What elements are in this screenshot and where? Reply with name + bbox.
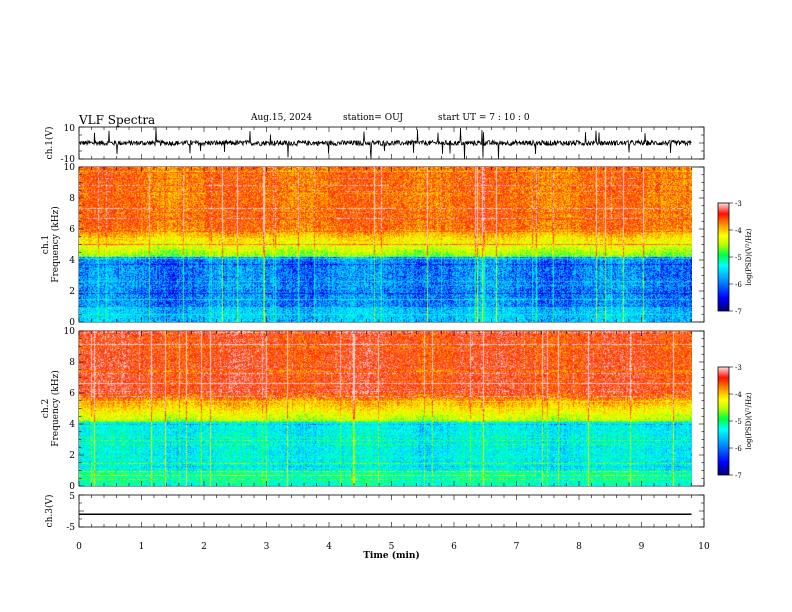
x-tick-label: 5 bbox=[389, 542, 395, 552]
colorbar-label: log(PSD)(V²/Hz) bbox=[745, 228, 753, 285]
x-tick-label: 2 bbox=[201, 542, 207, 552]
y-tick-label: 6 bbox=[69, 225, 75, 235]
ch3-ytick-bottom: -5 bbox=[66, 523, 75, 533]
y-tick-label: 8 bbox=[69, 194, 75, 204]
ch1-ytick-top: 10 bbox=[64, 124, 76, 134]
colorbar-label: log(PSD)(V²/Hz) bbox=[745, 392, 753, 449]
ch1-colorbar bbox=[717, 202, 730, 312]
x-tick-label: 9 bbox=[639, 542, 645, 552]
colorbar-tick-label: -7 bbox=[735, 308, 742, 316]
ch2-colorbar bbox=[717, 366, 730, 476]
colorbar-tick-label: -7 bbox=[735, 472, 742, 480]
y-tick-label: 0 bbox=[69, 482, 75, 492]
ch3-ylabel: ch.3(V) bbox=[44, 495, 55, 528]
colorbar-tick-label: -3 bbox=[735, 200, 742, 208]
colorbar-tick-label: -6 bbox=[735, 281, 742, 289]
y-tick-label: 10 bbox=[64, 163, 76, 173]
y-tick-label: 2 bbox=[69, 287, 75, 297]
colorbar-tick-label: -5 bbox=[735, 254, 742, 262]
y-tick-label: 10 bbox=[64, 327, 76, 337]
y-tick-label: 8 bbox=[69, 358, 75, 368]
x-tick-label: 7 bbox=[514, 542, 520, 552]
x-tick-label: 6 bbox=[451, 542, 457, 552]
y-tick-label: 2 bbox=[69, 451, 75, 461]
ch1-ylabel-frequency: Frequency (kHz) bbox=[50, 206, 61, 283]
y-tick-label: 4 bbox=[69, 420, 75, 430]
y-tick-label: 0 bbox=[69, 318, 75, 328]
colorbar-tick-label: -4 bbox=[735, 391, 742, 399]
ch2-spectrogram-image bbox=[79, 331, 692, 486]
x-axis-label: Time (min) bbox=[363, 550, 420, 561]
ch1-waveform-line bbox=[78, 127, 692, 159]
x-tick-label: 4 bbox=[326, 542, 332, 552]
ch1-spectrogram-image bbox=[79, 167, 692, 322]
x-tick-label: 10 bbox=[698, 542, 710, 552]
colorbar-tick-label: -3 bbox=[735, 364, 742, 372]
colorbar-tick-label: -5 bbox=[735, 418, 742, 426]
colorbar-tick-label: -4 bbox=[735, 227, 742, 235]
x-tick-label: 1 bbox=[139, 542, 145, 552]
colorbar-tick-label: -6 bbox=[735, 445, 742, 453]
ch2-ylabel-channel: ch.2 bbox=[41, 399, 51, 418]
x-tick-label: 3 bbox=[264, 542, 270, 552]
ch1-ytick-bottom: -10 bbox=[61, 155, 76, 165]
start-time-label: start UT = 7 : 10 : 0 bbox=[438, 113, 530, 123]
chart-title: VLF Spectra bbox=[79, 113, 156, 127]
date-label: Aug.15, 2024 bbox=[251, 113, 312, 123]
x-tick-label: 0 bbox=[76, 542, 82, 552]
ch1-ylabel-channel: ch.1 bbox=[41, 235, 51, 254]
y-tick-label: 4 bbox=[69, 256, 75, 266]
ch3-ytick-top: 5 bbox=[69, 492, 75, 502]
station-label: station= OUJ bbox=[343, 113, 404, 123]
x-tick-label: 8 bbox=[576, 542, 582, 552]
ch2-ylabel-frequency: Frequency (kHz) bbox=[50, 370, 61, 447]
y-tick-label: 6 bbox=[69, 389, 75, 399]
ch1-ylabel: ch.1(V) bbox=[44, 127, 55, 160]
